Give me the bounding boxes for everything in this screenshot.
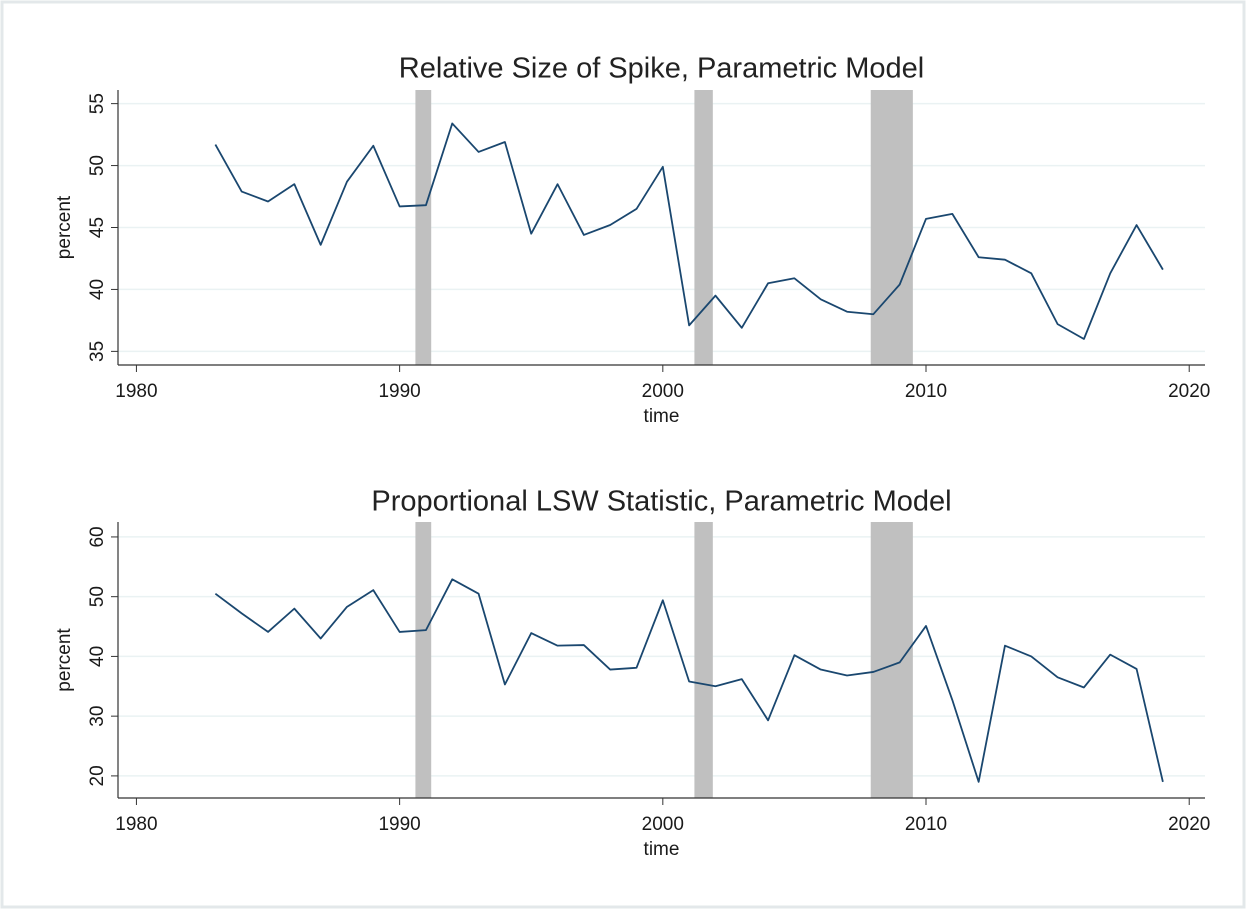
- x-tick-label: 1980: [115, 381, 157, 402]
- y-tick-label: 30: [87, 706, 108, 727]
- x-axis-label: time: [644, 839, 680, 860]
- recession-band: [694, 90, 713, 365]
- plot-area: [118, 522, 1205, 798]
- chart-title: Proportional LSW Statistic, Parametric M…: [371, 486, 951, 518]
- chart-title: Relative Size of Spike, Parametric Model: [399, 53, 924, 85]
- y-tick-label: 50: [87, 155, 108, 176]
- x-axis-label: time: [644, 406, 680, 427]
- x-tick-label: 1980: [115, 814, 157, 835]
- x-tick-label: 1990: [378, 381, 420, 402]
- recession-band: [415, 90, 432, 365]
- y-tick-label: 45: [87, 217, 108, 238]
- x-tick-label: 2000: [642, 814, 684, 835]
- x-tick-label: 2000: [642, 381, 684, 402]
- x-tick-label: 2020: [1168, 814, 1210, 835]
- y-tick-label: 35: [87, 341, 108, 362]
- y-tick-label: 40: [87, 646, 108, 667]
- y-tick-label: 50: [87, 586, 108, 607]
- recession-band: [870, 90, 913, 365]
- x-tick-label: 1990: [378, 814, 420, 835]
- data-line: [214, 122, 1164, 340]
- x-tick-label: 2010: [905, 381, 947, 402]
- y-tick-label: 20: [87, 765, 108, 786]
- data-line: [214, 578, 1164, 783]
- recession-band: [870, 522, 913, 798]
- y-axis-label: percent: [54, 195, 75, 259]
- y-axis-label: percent: [54, 628, 75, 692]
- recession-band: [694, 522, 713, 798]
- x-tick-label: 2020: [1168, 381, 1210, 402]
- x-tick-label: 2010: [905, 814, 947, 835]
- y-tick-label: 60: [87, 526, 108, 547]
- y-tick-label: 40: [87, 279, 108, 300]
- y-tick-label: 55: [87, 93, 108, 114]
- recession-band: [415, 522, 432, 798]
